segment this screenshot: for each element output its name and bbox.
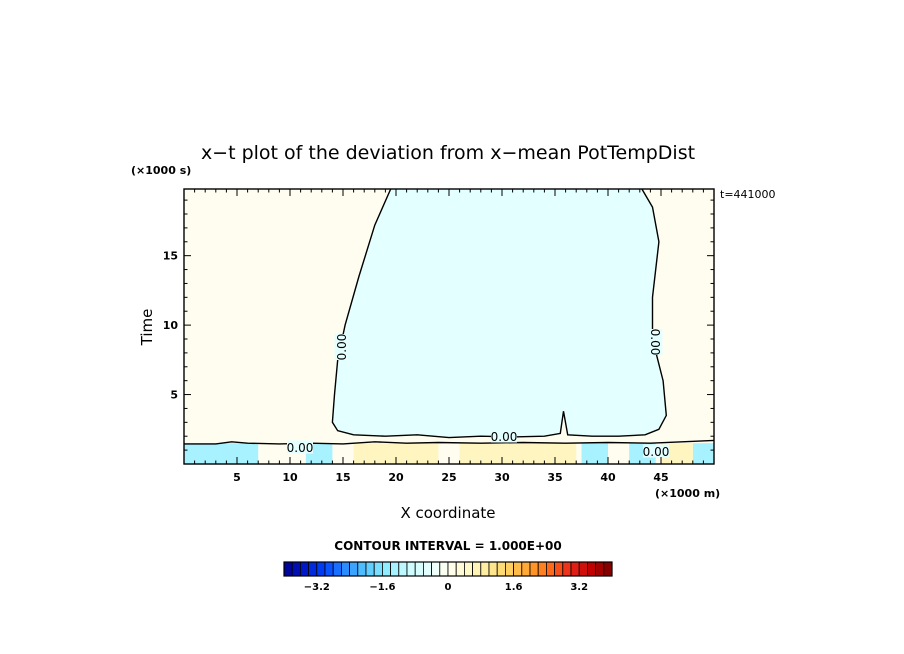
colorbar-tick-label: 3.2 — [570, 582, 588, 593]
colorbar-bin — [299, 561, 309, 577]
contour-label-bg — [491, 429, 517, 443]
colorbar-bin — [504, 561, 514, 577]
contour-label: 0.00 — [648, 329, 663, 356]
colorbar-bin — [521, 561, 531, 577]
x-tick-label: 30 — [494, 471, 510, 484]
colorbar-bin — [447, 561, 457, 577]
band-cyan-patch — [184, 443, 259, 464]
colorbar-frame — [283, 561, 613, 577]
colorbar-bin — [603, 561, 613, 577]
colorbar-bin — [316, 561, 326, 577]
colorbar-bin — [513, 561, 523, 577]
axis-ticks — [184, 189, 714, 464]
colorbar-bin — [373, 561, 383, 577]
x-tick-label: 5 — [233, 471, 241, 484]
colorbar-bin — [357, 561, 367, 577]
colorbar-bin — [381, 561, 391, 577]
band-cyan-patch — [692, 443, 714, 464]
contour-labels: 0.00 0.00 0.00 0.00 0.00 — [287, 329, 670, 459]
contour-label-bg — [649, 329, 663, 355]
colorbar-bin — [340, 561, 350, 577]
x-tick-label: 15 — [335, 471, 350, 484]
band-yellow-patch — [353, 443, 439, 464]
band-yellow-patch — [459, 443, 545, 464]
x-tick-label: 20 — [388, 471, 404, 484]
colorbar-bin — [324, 561, 334, 577]
colorbar — [283, 561, 613, 577]
colorbar-bin — [554, 561, 564, 577]
colorbar-bin — [546, 561, 556, 577]
band-yellow-patch — [544, 443, 577, 464]
colorbar-bin — [414, 561, 424, 577]
x-unit-label: (×1000 m) — [655, 487, 720, 500]
contour-interval-label: CONTOUR INTERVAL = 1.000E+00 — [334, 539, 561, 553]
y-unit-label: (×1000 s) — [131, 164, 191, 177]
contour-label-text: 0.00 — [643, 445, 670, 459]
colorbar-bin — [308, 561, 318, 577]
colorbar-bin — [365, 561, 375, 577]
y-tick-label: 15 — [163, 250, 178, 263]
x-tick-label: 45 — [653, 471, 668, 484]
colorbar-bin — [578, 561, 588, 577]
y-axis-label: Time — [138, 309, 156, 347]
x-tick-label: 25 — [441, 471, 456, 484]
colorbar-bin — [463, 561, 473, 577]
time-stamp: t=441000 — [720, 188, 776, 201]
colorbar-tick-label: 0 — [445, 582, 452, 593]
colorbar-bin — [570, 561, 580, 577]
colorbar-bin — [472, 561, 482, 577]
x-axis-label: X coordinate — [400, 504, 495, 522]
colorbar-tick-label: 1.6 — [505, 582, 523, 593]
negative-region — [332, 189, 667, 438]
contour-label-text: 0.00 — [648, 329, 662, 356]
colorbar-bin — [283, 561, 293, 577]
colorbar-bin — [587, 561, 597, 577]
colorbar-bin — [406, 561, 416, 577]
colorbar-bin — [422, 561, 432, 577]
colorbar-bin — [562, 561, 572, 577]
contour-label: 0.00 — [334, 334, 349, 361]
colorbar-tick-labels: −3.2 −1.6 0 1.6 3.2 — [304, 582, 588, 593]
colorbar-bin — [537, 561, 547, 577]
colorbar-bin — [488, 561, 498, 577]
contour-label-text: 0.00 — [491, 430, 518, 444]
y-tick-labels: 5 10 15 — [163, 250, 179, 402]
zero-contour-upper — [331, 188, 668, 439]
colorbar-bin — [455, 561, 465, 577]
colorbar-bin — [496, 561, 506, 577]
contour-label-bg — [287, 440, 313, 454]
colorbar-tick-label: −3.2 — [304, 582, 330, 593]
band-cyan-patch — [581, 443, 608, 464]
colorbar-bin — [480, 561, 490, 577]
colorbar-bin — [398, 561, 408, 577]
contour-label-bg — [643, 444, 669, 458]
colorbar-bin — [390, 561, 400, 577]
contour-label: 0.00 — [287, 440, 314, 455]
x-tick-labels: 5 10 15 20 25 30 35 40 45 — [233, 471, 668, 484]
contour-label-text: 0.00 — [287, 441, 314, 455]
zero-contour-lower — [184, 439, 715, 445]
colorbar-tick-label: −1.6 — [369, 582, 395, 593]
colorbar-bin — [439, 561, 449, 577]
x-tick-label: 35 — [547, 471, 562, 484]
contour-label: 0.00 — [643, 444, 670, 459]
y-tick-label: 5 — [170, 389, 178, 402]
contour-label-text: 0.00 — [335, 334, 349, 361]
colorbar-bin — [529, 561, 539, 577]
y-tick-label: 10 — [163, 319, 179, 332]
contour-label: 0.00 — [491, 429, 518, 444]
colorbar-bin — [431, 561, 441, 577]
x-tick-label: 40 — [600, 471, 616, 484]
colorbar-bin — [595, 561, 605, 577]
colorbar-bin — [291, 561, 301, 577]
contour-label-bg — [334, 334, 348, 360]
colorbar-bin — [332, 561, 342, 577]
x-tick-label: 10 — [282, 471, 298, 484]
colorbar-bin — [349, 561, 359, 577]
chart-title: x−t plot of the deviation from x−mean Po… — [201, 142, 695, 164]
